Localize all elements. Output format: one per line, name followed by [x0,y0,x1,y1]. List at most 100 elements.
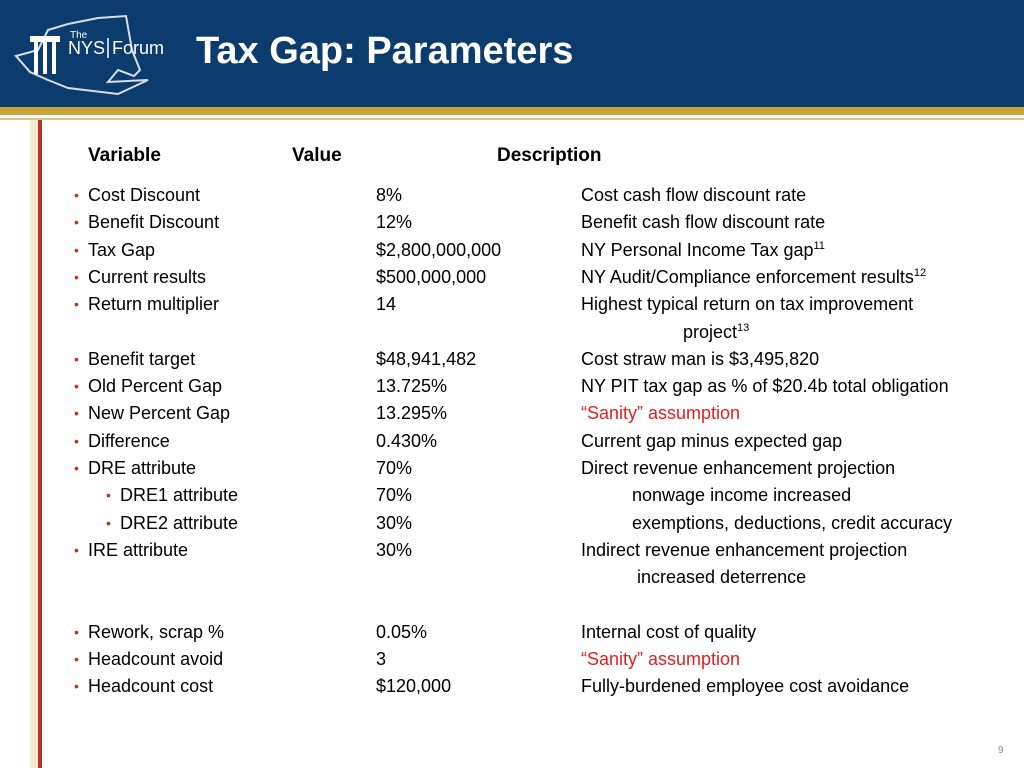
thin-rule [0,118,1024,120]
column [34,42,38,74]
bullet: • [74,296,79,313]
bullet: • [74,350,79,367]
value: 30% [376,512,413,533]
variable: Headcount cost [88,676,214,697]
value: 70% [376,485,413,506]
description: NY PIT tax gap as % of $20.4b total obli… [581,376,949,396]
variable: Old Percent Gap [88,376,223,397]
description-text: NY Personal Income Tax gap [581,239,814,260]
description-text: Fully-burdened employee cost avoidance [581,676,910,697]
description: exemptions, deductions, credit accuracy [632,513,952,533]
variable: Rework, scrap % [88,621,225,642]
column-capital [30,36,60,42]
description: NY Audit/Compliance enforcement results1… [581,267,926,287]
variable: Return multiplier [88,294,220,315]
bullet: • [74,678,79,695]
variable: DRE attribute [88,458,197,478]
description-text: nonwage income increased [632,485,852,506]
variable: IRE attribute [88,539,189,560]
description-text: Internal cost of quality [581,621,757,642]
description-text: Highest typical return on tax improvemen… [581,294,914,315]
value: 13.725% [376,376,448,397]
bullet: • [74,405,79,422]
value: $120,000 [376,676,452,697]
description-text: exemptions, deductions, credit accuracy [632,512,953,533]
logo: The NYS Forum [14,14,164,96]
description: Benefit cash flow discount rate [581,212,825,232]
description-continuation: project13 [683,322,749,342]
value: 70% [376,458,413,478]
side-stripe [38,120,42,768]
bullet: • [74,460,79,476]
continuation-text: project [683,321,738,342]
logo-left: NYS [68,38,105,58]
description: Cost cash flow discount rate [581,185,806,205]
bullet: • [74,541,79,558]
description-text: NY PIT tax gap as % of $20.4b total obli… [581,376,949,397]
description: nonwage income increased [632,485,851,505]
description-text: NY Audit/Compliance enforcement results [581,266,914,287]
variable: Benefit Discount [88,212,220,233]
value: 8% [376,185,403,205]
page-number: 9 [998,745,1004,756]
value: 0.430% [376,430,438,451]
variable: Difference [88,430,170,451]
state-outline [14,14,149,96]
description-text: “Sanity” assumption [581,403,741,424]
value: 30% [376,539,413,560]
description: Indirect revenue enhancement projection [581,540,907,560]
description: Cost straw man is $3,495,820 [581,349,819,369]
value: 0.05% [376,621,428,642]
bullet: • [74,378,79,395]
slide-title: Tax Gap: Parameters [196,30,574,72]
value: 13.295% [376,403,448,424]
variable: DRE2 attribute [120,512,239,533]
variable: Headcount avoid [88,649,224,670]
bullet: • [74,241,79,258]
description: Current gap minus expected gap [581,431,842,451]
value: 3 [376,649,387,670]
logo-small: The [70,30,88,41]
footnote-ref: 11 [813,239,825,252]
variable: Benefit target [88,348,196,369]
description-text: Cost straw man is $3,495,820 [581,348,820,369]
column-header: Variable [88,145,161,166]
bullet: • [74,268,79,285]
continuation-text: increased deterrence [637,567,807,588]
description-text: Current gap minus expected gap [581,430,843,451]
variable: Cost Discount [88,185,201,205]
value: 14 [376,294,397,315]
variable: Tax Gap [88,239,156,260]
description: Fully-burdened employee cost avoidance [581,676,909,696]
description: “Sanity” assumption [581,403,740,423]
column-header: Value [292,145,342,166]
description-continuation: increased deterrence [637,567,806,587]
variable: New Percent Gap [88,403,231,424]
footnote-ref: 13 [737,321,750,334]
column [52,42,56,74]
bullet: • [74,651,79,668]
side-stripe [30,120,38,768]
bullet: • [106,487,111,504]
description-text: Benefit cash flow discount rate [581,212,826,233]
bullet: • [74,623,79,640]
description-text: Direct revenue enhancement projection [581,458,896,478]
variable: DRE1 attribute [120,485,239,506]
description-text: Indirect revenue enhancement projection [581,539,908,560]
description: NY Personal Income Tax gap11 [581,240,825,260]
description: Internal cost of quality [581,622,756,642]
value: $500,000,000 [376,266,487,287]
description: “Sanity” assumption [581,649,740,669]
gold-rule [0,107,1024,115]
bullet: • [74,214,79,231]
bullet: • [74,187,79,203]
footnote-ref: 12 [913,266,927,279]
bullet: • [106,514,111,531]
description-text: “Sanity” assumption [581,649,741,670]
value: $2,800,000,000 [376,239,502,260]
header-bar [0,0,1024,107]
description-text: Cost cash flow discount rate [581,185,807,205]
value: 12% [376,212,413,233]
bullet: • [74,432,79,449]
